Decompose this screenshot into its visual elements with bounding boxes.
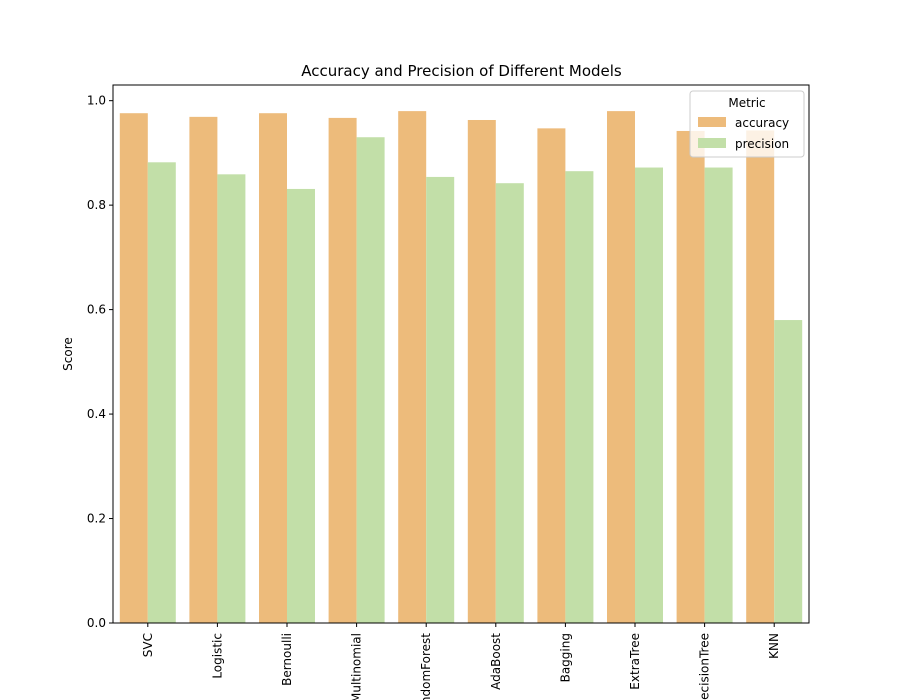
bar-accuracy-bagging — [537, 128, 566, 623]
chart-title: Accuracy and Precision of Different Mode… — [301, 62, 622, 80]
bar-accuracy-multinomial — [328, 117, 357, 623]
bar-precision-decisiontree — [704, 167, 733, 624]
bar-accuracy-knn — [746, 130, 775, 623]
legend-label-accuracy: accuracy — [735, 116, 789, 130]
bar-accuracy-adaboost — [467, 119, 496, 623]
x-tick-label-randomforest: RandomForest — [419, 633, 433, 700]
x-tick-label-decisiontree: DecisionTree — [698, 633, 712, 700]
x-tick-label-extratree: ExtraTree — [628, 633, 642, 690]
x-tick-label-knn: KNN — [767, 633, 781, 659]
bar-precision-svc — [147, 162, 176, 623]
x-axis: SVC Logistic Bernoulli Multinomial RandomFor… — [141, 623, 781, 700]
plot-frame — [112, 84, 810, 624]
x-tick-label-logistic: Logistic — [210, 633, 224, 679]
x-tick-label-adaboost: AdaBoost — [489, 633, 503, 690]
y-tick-label: 0.6 — [87, 303, 106, 317]
y-tick-label: 0.8 — [87, 198, 106, 212]
x-tick-label-bagging: Bagging — [558, 633, 572, 682]
bar-precision-extratree — [635, 167, 663, 624]
x-tick-label-multinomial: Multinomial — [350, 633, 364, 700]
bar-precision-adaboost — [495, 183, 524, 623]
bar-accuracy-extratree — [607, 111, 635, 623]
legend-title: Metric — [728, 96, 765, 110]
y-tick-label: 0.2 — [87, 512, 106, 526]
bar-precision-multinomial — [356, 137, 385, 623]
y-axis-label: Score — [61, 337, 75, 371]
bar-accuracy-svc — [119, 113, 148, 624]
bar-accuracy-logistic — [189, 116, 218, 624]
bar-accuracy-randomforest — [398, 111, 427, 623]
x-tick-label-bernoulli: Bernoulli — [280, 633, 294, 686]
bar-accuracy-decisiontree — [676, 130, 705, 624]
y-tick-label: 0.4 — [87, 407, 106, 421]
bar-precision-knn — [774, 320, 803, 623]
legend-swatch-precision — [698, 138, 726, 148]
legend: Metric accuracy precision — [689, 90, 805, 158]
y-axis: 0.0 0.2 0.4 0.6 0.8 1.0 — [87, 94, 113, 630]
legend-swatch-accuracy — [698, 117, 726, 127]
legend-label-precision: precision — [735, 137, 789, 151]
bars-group — [119, 111, 803, 624]
y-tick-label: 1.0 — [87, 94, 106, 108]
x-tick-label-svc: SVC — [141, 633, 155, 657]
bar-accuracy-bernoulli — [259, 113, 287, 624]
bar-precision-logistic — [217, 174, 246, 623]
bar-precision-bernoulli — [287, 188, 315, 623]
bar-precision-randomforest — [426, 176, 455, 623]
bar-precision-bagging — [565, 171, 594, 624]
y-tick-label: 0.0 — [87, 616, 106, 630]
